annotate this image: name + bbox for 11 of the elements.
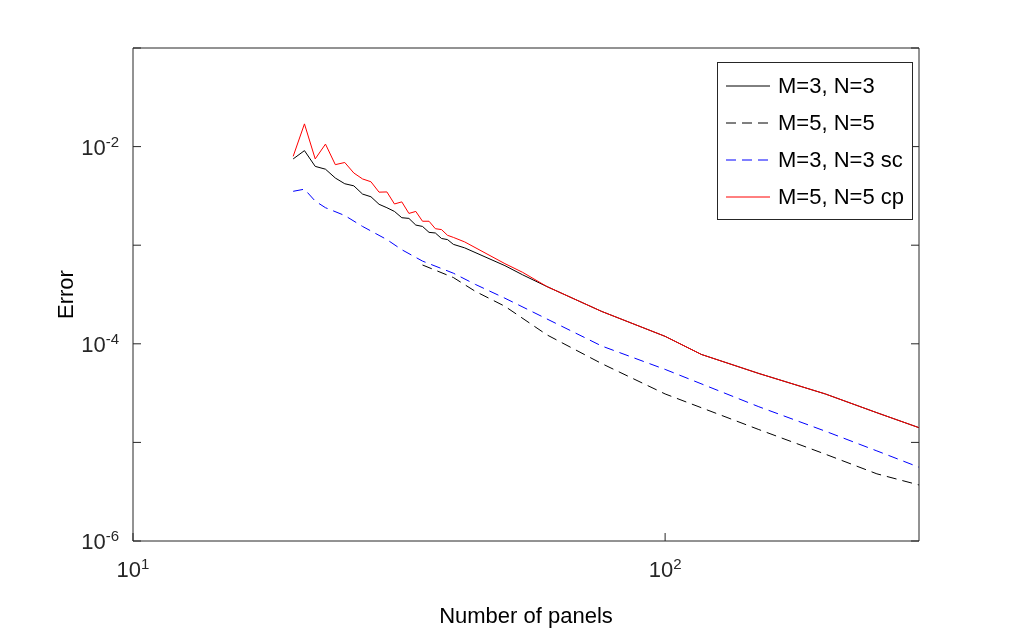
legend-label: M=3, N=3 sc — [778, 146, 903, 173]
x-axis-title: Number of panels — [439, 603, 613, 628]
x-tick-label: 10$^{1}$ — [116, 554, 150, 582]
y-tick-label: 10$^{-6}$ — [81, 526, 119, 554]
y-tick-label: 10$^{-2}$ — [81, 132, 119, 160]
y-axis-title: Error — [52, 270, 78, 319]
legend-label: M=5, N=5 cp — [778, 183, 904, 210]
legend-label: M=5, N=5 — [778, 109, 875, 136]
y-tick-label: 10$^{-4}$ — [81, 329, 119, 357]
x-tick-label: 10$^{2}$ — [648, 554, 682, 582]
legend-label: M=3, N=3 — [778, 72, 875, 99]
